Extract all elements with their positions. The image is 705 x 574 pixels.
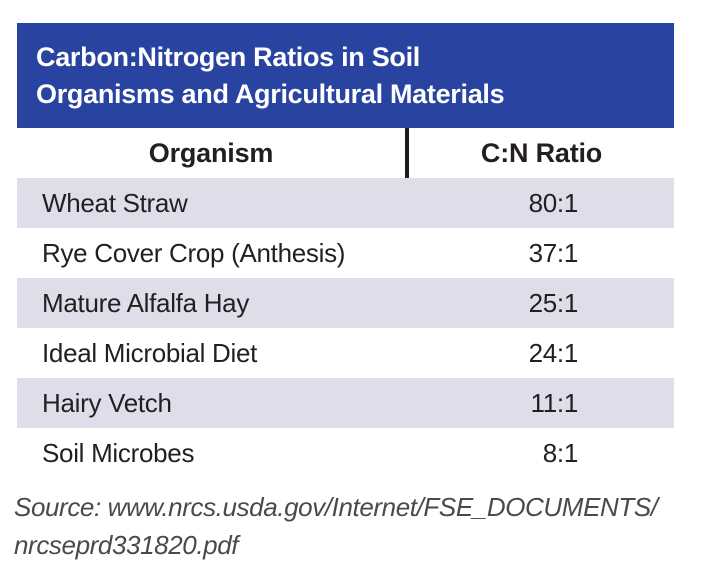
- table-row-hairy-vetch: Hairy Vetch 11:1: [17, 378, 674, 428]
- source-citation: Source: www.nrcs.usda.gov/Internet/FSE_D…: [14, 488, 694, 564]
- header-column-divider: [405, 128, 409, 178]
- column-header-organism: Organism: [148, 138, 274, 168]
- ratio-cell: 11:1: [530, 388, 579, 418]
- source-citation-line-2: nrcseprd331820.pdf: [14, 530, 239, 560]
- ratio-cell: 8:1: [542, 438, 579, 468]
- table-row-ideal-microbial-diet: Ideal Microbial Diet 24:1: [17, 328, 674, 378]
- table-body: Wheat Straw 80:1 Rye Cover Crop (Anthesi…: [17, 178, 674, 478]
- organism-cell: Rye Cover Crop (Anthesis): [42, 238, 346, 268]
- organism-cell: Hairy Vetch: [42, 388, 172, 418]
- organism-cell: Wheat Straw: [42, 188, 188, 218]
- ratio-cell: 80:1: [528, 188, 579, 218]
- organism-cell: Soil Microbes: [42, 438, 195, 468]
- table-title-banner: Carbon:Nitrogen Ratios in Soil Organisms…: [17, 23, 674, 128]
- table-row-soil-microbes: Soil Microbes 8:1: [17, 428, 674, 478]
- organism-cell: Ideal Microbial Diet: [42, 338, 258, 368]
- column-header-cn-ratio: C:N Ratio: [480, 138, 603, 168]
- table-title-line-2: Organisms and Agricultural Materials: [36, 78, 505, 109]
- ratio-cell: 24:1: [528, 338, 579, 368]
- ratio-cell: 37:1: [528, 238, 579, 268]
- table-row-wheat-straw: Wheat Straw 80:1: [17, 178, 674, 228]
- ratio-cell: 25:1: [528, 288, 579, 318]
- table-header-row: Organism C:N Ratio: [17, 128, 674, 178]
- source-citation-line-1: Source: www.nrcs.usda.gov/Internet/FSE_D…: [14, 492, 658, 522]
- table-title-line-1: Carbon:Nitrogen Ratios in Soil: [36, 41, 421, 72]
- organism-cell: Mature Alfalfa Hay: [42, 288, 250, 318]
- table-row-rye-cover-crop: Rye Cover Crop (Anthesis) 37:1: [17, 228, 674, 278]
- table-row-mature-alfalfa-hay: Mature Alfalfa Hay 25:1: [17, 278, 674, 328]
